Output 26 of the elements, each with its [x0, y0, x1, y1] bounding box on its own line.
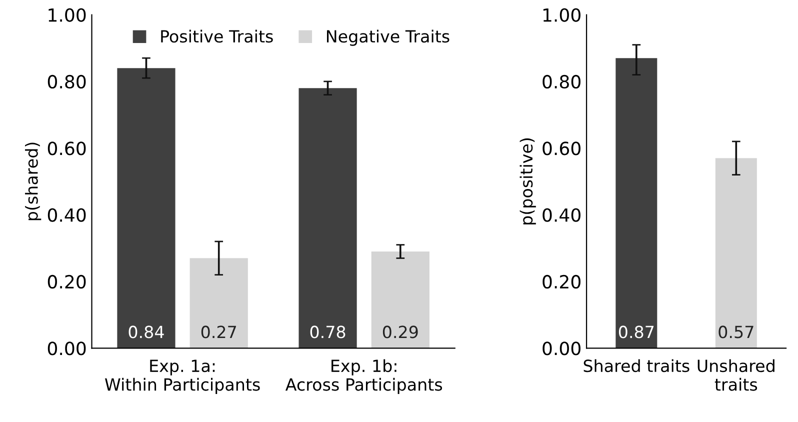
y-axis-title: p(shared): [25, 142, 42, 220]
x-tick-label: Unshared traits: [698, 359, 774, 391]
data-label: 0.87: [618, 326, 654, 338]
y-tick-label: 0.80: [542, 74, 580, 89]
y-tick-label: 0.40: [48, 208, 86, 222]
data-label: 0.29: [382, 326, 418, 338]
y-tick-label: 0.60: [542, 142, 580, 156]
data-label: 0.57: [718, 326, 754, 338]
y-tick-label: 0.00: [48, 342, 86, 356]
data-label: 0.27: [201, 326, 236, 338]
y-tick-label: 0.20: [542, 274, 580, 289]
y-tick-label: 0.80: [48, 74, 86, 89]
y-tick-label: 0.40: [542, 208, 580, 222]
x-tick-label: Exp. 1a: Within Participants: [104, 360, 260, 394]
y-tick-label: 0.60: [48, 142, 86, 156]
y-tick-label: 1.00: [543, 8, 580, 22]
y-tick-label: 0.00: [542, 342, 580, 356]
y-axis-title: p(positive): [520, 138, 536, 224]
data-label: 0.78: [310, 326, 346, 338]
legend-label: Negative Traits: [326, 30, 450, 46]
x-tick-label: Shared traits: [584, 359, 690, 372]
y-tick-label: 0.20: [48, 274, 86, 289]
data-label: 0.84: [128, 326, 164, 338]
x-tick-label: Exp. 1b: Across Participants: [285, 359, 442, 394]
y-tick-label: 1.00: [48, 8, 86, 22]
legend-label: Positive Traits: [161, 30, 273, 43]
